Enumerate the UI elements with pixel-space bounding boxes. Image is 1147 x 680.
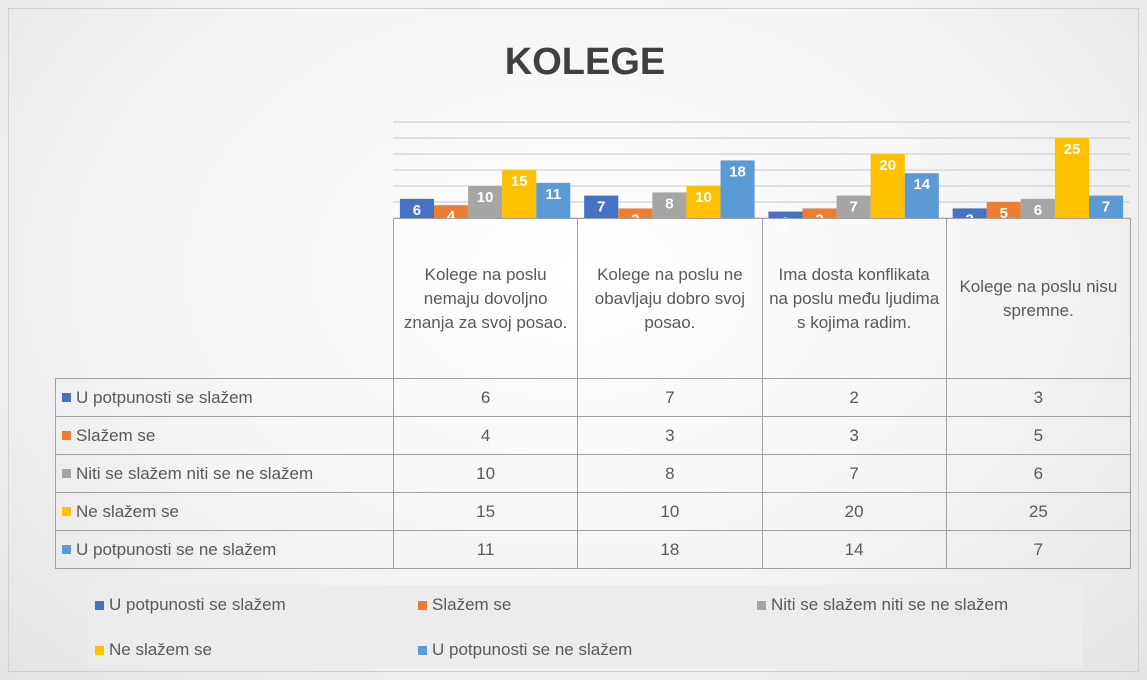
data-label: 3 [815,211,823,228]
data-label: 18 [729,163,746,180]
bar [468,186,503,218]
table-value: 11 [393,530,579,569]
legend-key [757,600,766,610]
bar [952,208,987,218]
table-value: 14 [761,530,947,569]
data-label: 5 [1000,205,1008,222]
chart-frame [8,8,1139,672]
legend-key [62,545,71,554]
table-row-header: Slažem se [55,416,394,455]
table-value: 3 [761,416,947,455]
bar [686,186,721,218]
table-value: 8 [577,454,763,493]
bar [768,211,803,218]
bar [618,208,653,218]
table-value: 6 [393,378,579,417]
bar [399,198,434,218]
bar [502,170,537,218]
legend-label: Ne slažem se [109,640,212,659]
bar [1020,198,1055,218]
data-label: 10 [477,189,494,206]
table-value: 10 [393,454,579,493]
data-label: 7 [1102,199,1110,216]
data-label: 6 [1034,202,1042,219]
legend-key [62,507,71,516]
category-label: Kolege na poslu nemaju dovoljno znanja z… [393,218,579,379]
table-row-header: U potpunosti se slažem [55,378,394,417]
legend-item: Ne slažem se [95,638,212,662]
data-label: 3 [631,211,639,228]
legend [88,585,1083,668]
table-value: 15 [393,492,579,531]
data-label: 4 [447,208,456,225]
bar [720,160,755,218]
legend-key [418,645,427,655]
table-value: 4 [393,416,579,455]
table-value: 20 [761,492,947,531]
legend-key [418,600,427,610]
table-value: 7 [577,378,763,417]
bar [536,182,571,218]
category-label: Kolege na poslu ne obavljaju dobro svoj … [577,218,763,379]
table-value: 7 [761,454,947,493]
bar [584,195,619,218]
table-value: 18 [577,530,763,569]
table-value: 5 [945,416,1131,455]
legend-item: U potpunosti se ne slažem [418,638,632,662]
category-label: Kolege na poslu nisu spremne. [945,218,1131,379]
legend-item: Slažem se [418,593,511,617]
table-value: 2 [761,378,947,417]
bar [904,173,939,218]
series-name: Slažem se [76,425,156,445]
data-label: 15 [511,173,528,190]
data-label: 10 [695,189,712,206]
table-row-header: Ne slažem se [55,492,394,531]
legend-key [62,431,71,440]
legend-key [62,469,71,478]
legend-label: U potpunosti se ne slažem [432,640,633,659]
bar [986,202,1021,218]
legend-key [95,600,104,610]
legend-label: Slažem se [432,595,512,614]
bar [870,154,905,218]
data-label: 3 [966,211,974,228]
table-value: 6 [945,454,1131,493]
bar [433,205,469,218]
legend-item: U potpunosti se slažem [95,593,286,617]
bar [802,208,837,218]
series-name: Ne slažem se [76,501,179,521]
legend-key [62,393,71,402]
data-label: 2 [781,215,789,232]
table-value: 10 [577,492,763,531]
data-label: 6 [413,202,421,219]
data-label: 20 [879,157,896,174]
legend-label: Niti se slažem niti se ne slažem [771,595,1009,614]
bar [836,195,871,218]
category-label: Ima dosta konflikata na poslu među ljudi… [761,218,947,379]
legend-item: Niti se slažem niti se ne slažem [757,593,1008,617]
data-label: 11 [545,186,561,203]
table-value: 3 [945,378,1131,417]
data-label: 8 [665,195,673,212]
data-label: 7 [597,199,605,216]
bar [1089,195,1124,218]
data-label: 25 [1064,141,1081,158]
bar [1054,138,1090,218]
data-label: 14 [913,176,930,193]
series-name: Niti se slažem niti se ne slažem [76,463,314,483]
legend-label: U potpunosti se slažem [109,595,286,614]
legend-key [95,645,104,655]
series-name: U potpunosti se ne slažem [76,539,277,559]
series-name: U potpunosti se slažem [76,387,253,407]
table-row-header: Niti se slažem niti se ne slažem [55,454,394,493]
table-value: 25 [945,492,1131,531]
table-row-header: U potpunosti se ne slažem [55,530,394,569]
bar [652,192,687,218]
table-value: 7 [945,530,1131,569]
table-value: 3 [577,416,763,455]
chart-title: KOLEGE [505,41,665,83]
data-label: 7 [849,199,857,216]
